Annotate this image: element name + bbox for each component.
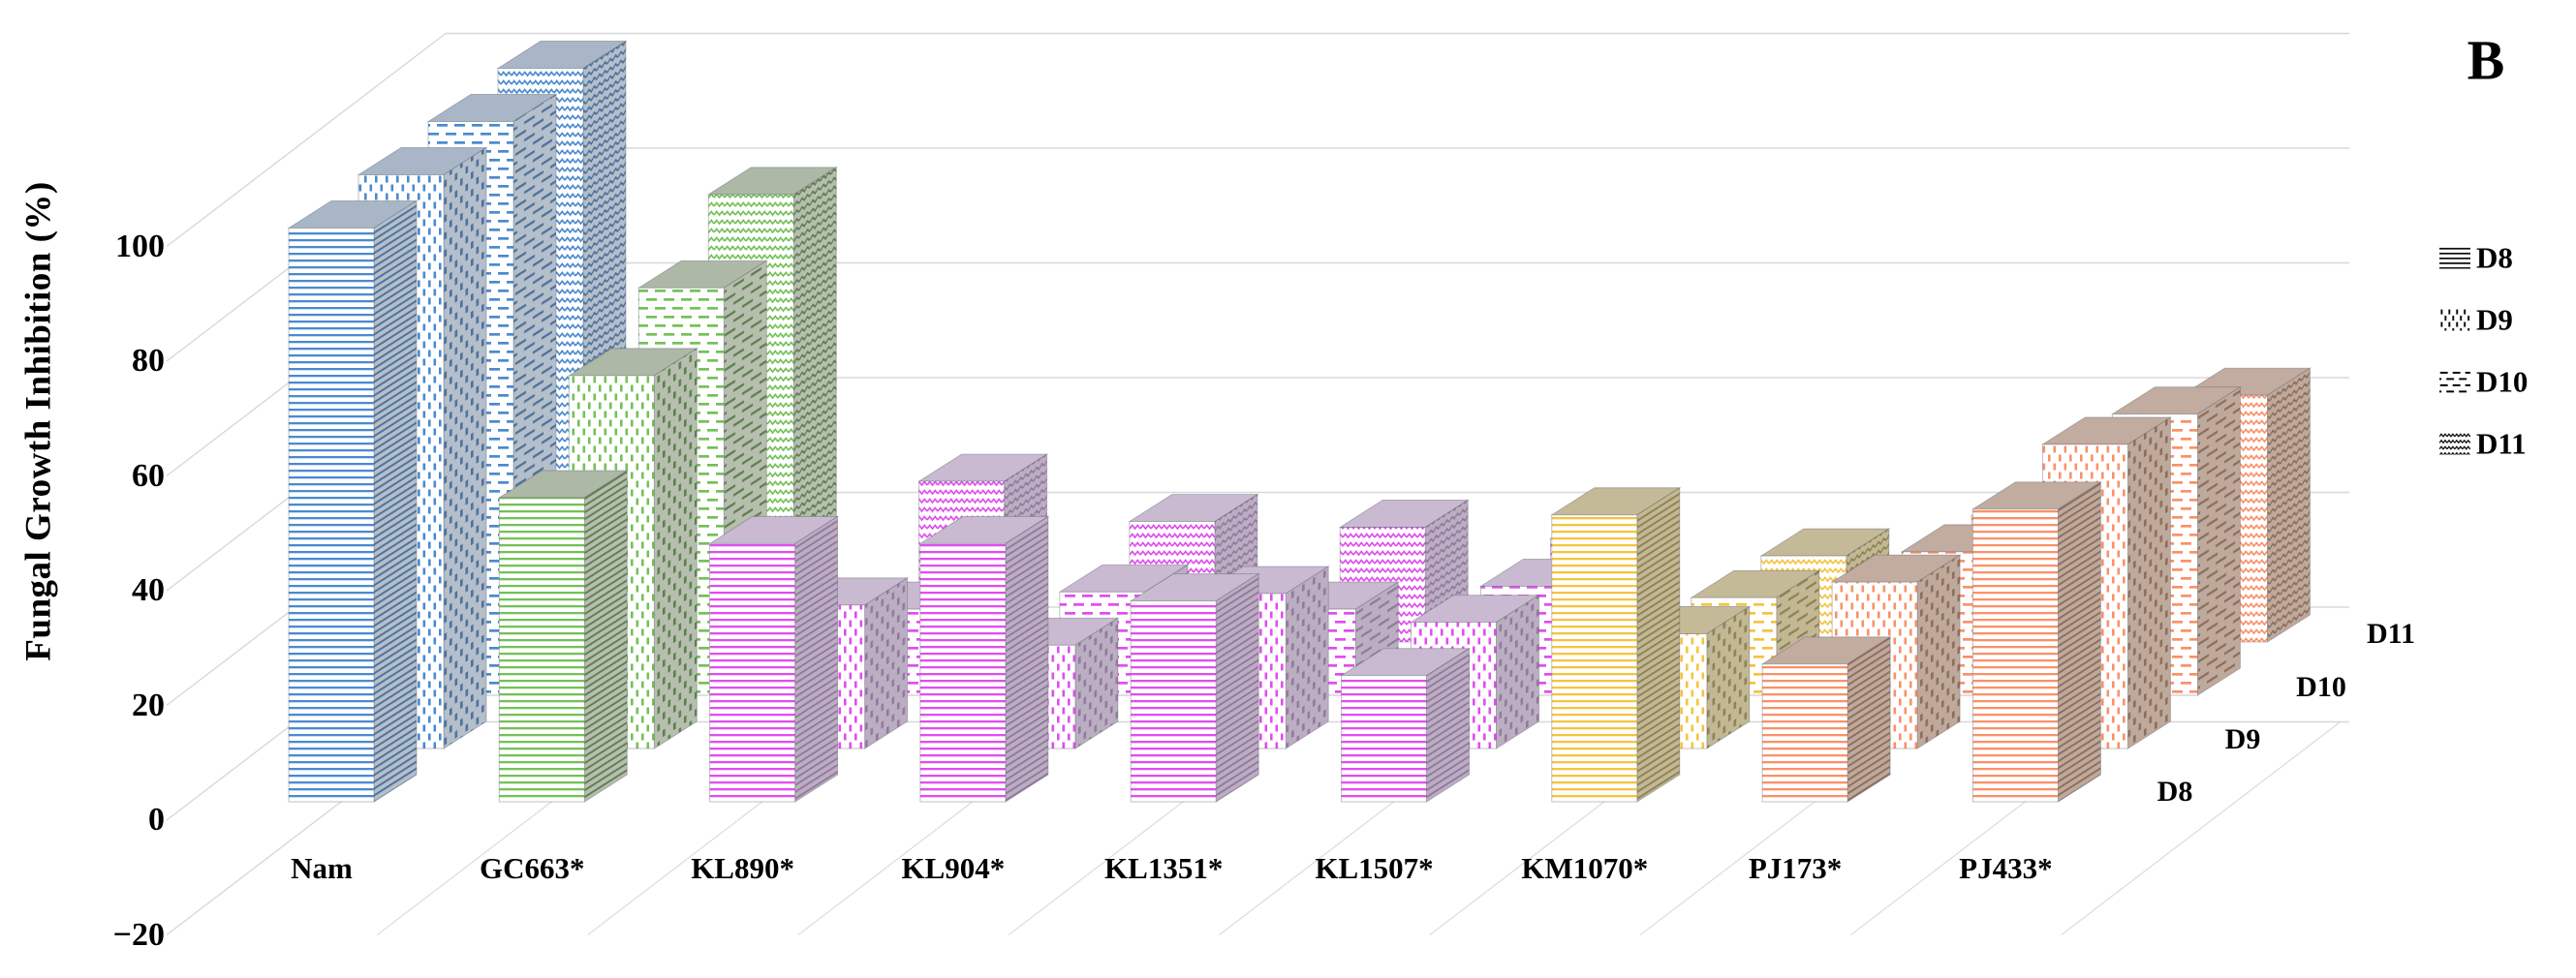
legend-item-d9: D9 — [2439, 305, 2513, 335]
bar-Nam-D8 — [287, 199, 419, 803]
legend-pattern-d11-icon — [2439, 432, 2470, 455]
y-tick-label: 0 — [148, 802, 165, 838]
panel-label: B — [2467, 28, 2505, 92]
bar-KM1070*-D8 — [1550, 486, 1682, 803]
legend-item-d11: D11 — [2439, 429, 2527, 459]
legend-label: D8 — [2476, 240, 2513, 275]
bar-PJ433*-D8 — [1971, 481, 2102, 803]
category-label: KL890* — [691, 851, 794, 885]
legend-pattern-d10-icon — [2439, 370, 2470, 393]
bar-KL1351*-D8 — [1129, 572, 1260, 803]
category-label: KL1507* — [1315, 851, 1434, 885]
depth-axis-label: D11 — [2366, 618, 2416, 650]
legend-pattern-d9-icon — [2439, 308, 2470, 331]
category-label: KL904* — [901, 851, 1006, 885]
y-tick-label: −20 — [112, 916, 165, 953]
y-tick-label: 60 — [132, 457, 165, 494]
category-label: PJ173* — [1748, 851, 1843, 885]
category-label: Nam — [291, 851, 353, 885]
bar-GC663*-D8 — [497, 470, 629, 803]
bar-KL904*-D8 — [918, 515, 1050, 803]
bar-KL890*-D8 — [708, 515, 840, 803]
legend-label: D9 — [2476, 302, 2513, 337]
depth-axis-label: D8 — [2157, 776, 2193, 808]
y-tick-label: 80 — [132, 343, 165, 379]
legend-label: D10 — [2476, 364, 2529, 399]
category-label: PJ433* — [1959, 851, 2053, 885]
y-tick-label: 40 — [132, 572, 165, 608]
legend-label: D11 — [2476, 426, 2527, 461]
legend-item-d8: D8 — [2439, 243, 2513, 273]
legend-pattern-d8-icon — [2439, 246, 2470, 269]
depth-axis-label: D10 — [2296, 671, 2346, 703]
y-tick-label: 100 — [115, 228, 165, 264]
category-label: KM1070* — [1521, 851, 1649, 885]
legend-item-d10: D10 — [2439, 367, 2528, 397]
category-label: KL1351* — [1104, 851, 1224, 885]
category-label: GC663* — [480, 851, 585, 885]
bar-KL1507*-D8 — [1339, 647, 1472, 803]
depth-axis-label: D9 — [2224, 723, 2261, 755]
bar-PJ173*-D8 — [1760, 635, 1892, 803]
y-tick-label: 20 — [132, 687, 165, 723]
